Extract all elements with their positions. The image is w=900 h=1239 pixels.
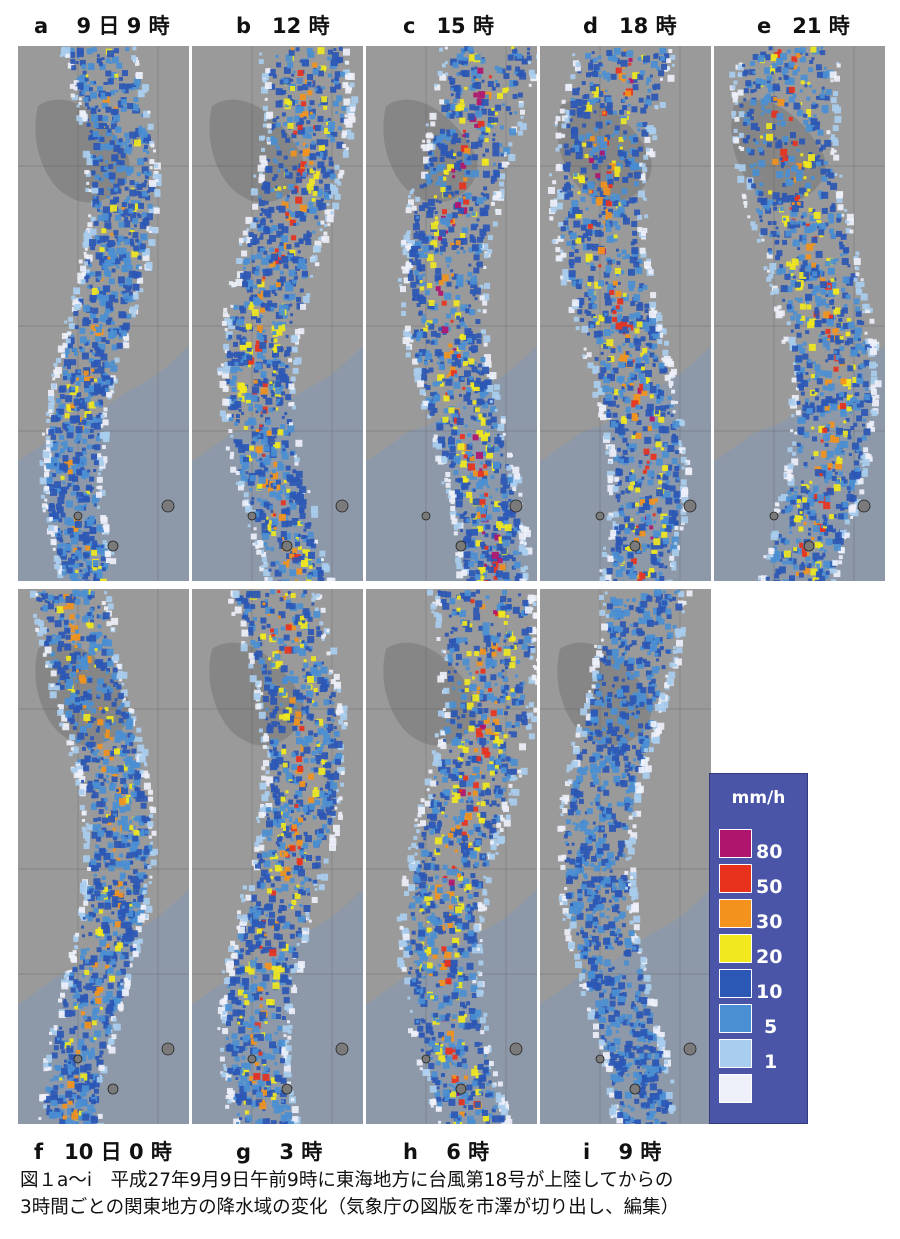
radar-map-d	[540, 46, 711, 581]
legend-value-20: 20	[756, 946, 783, 968]
panel-label-a: a 9 日 9 時	[34, 14, 170, 38]
legend-unit: mm/h	[731, 788, 786, 808]
panel-label-f: f 10 日 0 時	[34, 1140, 172, 1164]
legend-swatch-30	[719, 899, 752, 928]
radar-panel-b	[192, 46, 363, 581]
legend-value-30: 30	[756, 911, 783, 933]
caption-line-1: 図１a〜i 平成27年9月9日午前9時に東海地方に台風第18号が上陸してからの	[20, 1170, 674, 1191]
legend-swatch-50	[719, 864, 752, 893]
radar-map-h	[366, 589, 537, 1124]
radar-map-g	[192, 589, 363, 1124]
radar-panel-i	[540, 589, 711, 1124]
legend-swatch-80	[719, 829, 752, 858]
radar-map-i	[540, 589, 711, 1124]
radar-panel-d	[540, 46, 711, 581]
precip-legend: mm/h 80 50 30 20 10 5 1	[709, 773, 808, 1124]
legend-swatch-0	[719, 1074, 752, 1103]
panel-label-c: c 15 時	[403, 14, 494, 38]
panel-label-d: d 18 時	[583, 14, 677, 38]
legend-value-80: 80	[756, 841, 783, 863]
legend-swatch-1	[719, 1039, 752, 1068]
legend-value-1: 1	[764, 1051, 778, 1073]
panel-label-i: i 9 時	[583, 1140, 662, 1164]
radar-panel-f	[18, 589, 189, 1124]
radar-map-e	[714, 46, 885, 581]
radar-panel-c	[366, 46, 537, 581]
radar-panel-e	[714, 46, 885, 581]
legend-value-50: 50	[756, 876, 783, 898]
radar-map-c	[366, 46, 537, 581]
radar-panel-g	[192, 589, 363, 1124]
panel-label-e: e 21 時	[757, 14, 850, 38]
radar-map-a	[18, 46, 189, 581]
radar-map-f	[18, 589, 189, 1124]
panel-label-h: h 6 時	[403, 1140, 490, 1164]
radar-panel-a	[18, 46, 189, 581]
panel-label-b: b 12 時	[236, 14, 330, 38]
radar-map-b	[192, 46, 363, 581]
legend-swatch-5	[719, 1004, 752, 1033]
legend-value-10: 10	[756, 981, 783, 1003]
caption-line-2: 3時間ごとの関東地方の降水域の変化（気象庁の図版を市澤が切り出し、編集）	[20, 1197, 680, 1218]
figure-caption: 図１a〜i 平成27年9月9日午前9時に東海地方に台風第18号が上陸してからの …	[20, 1167, 890, 1221]
panel-label-g: g 3 時	[236, 1140, 323, 1164]
legend-value-5: 5	[764, 1016, 778, 1038]
legend-swatch-10	[719, 969, 752, 998]
legend-swatch-20	[719, 934, 752, 963]
radar-panel-h	[366, 589, 537, 1124]
